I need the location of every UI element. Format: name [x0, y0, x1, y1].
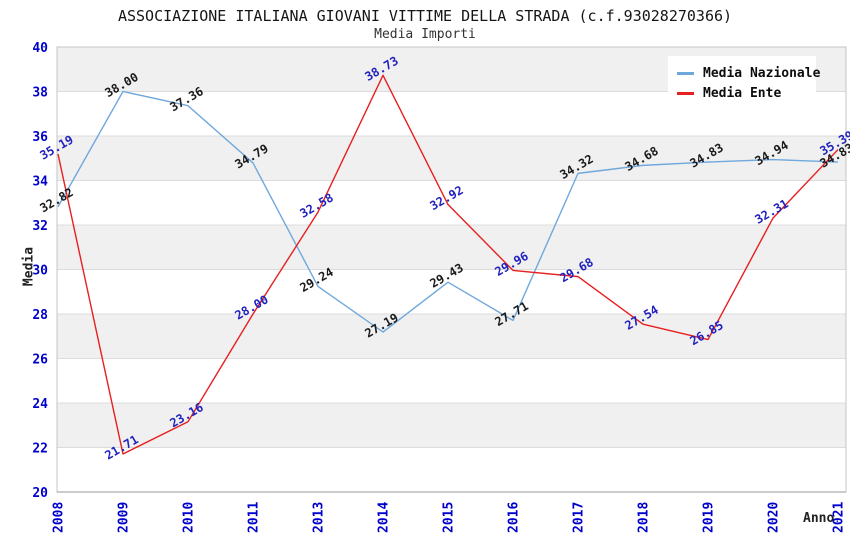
line-swatch-icon — [677, 91, 694, 95]
y-tick-label: 40 — [32, 41, 48, 56]
legend-label: Media Ente — [703, 85, 782, 101]
x-tick-label: 2020 — [767, 502, 782, 533]
y-tick-label: 32 — [32, 219, 48, 234]
x-tick-label: 2010 — [182, 502, 197, 533]
y-tick-label: 38 — [32, 86, 48, 101]
line-swatch-icon — [677, 71, 694, 75]
x-tick-label: 2018 — [637, 502, 652, 533]
x-tick-label: 2019 — [702, 502, 717, 533]
x-tick-label: 2014 — [377, 502, 392, 533]
legend-label: Media Nazionale — [703, 65, 821, 81]
y-tick-label: 22 — [32, 442, 48, 457]
y-tick-label: 30 — [32, 264, 48, 279]
series-line-media-ente — [57, 74, 839, 455]
x-axis-title: Anno — [803, 511, 835, 526]
y-tick-label: 36 — [32, 130, 48, 145]
x-tick-label: 2011 — [247, 502, 262, 533]
x-tick-label: 2008 — [52, 502, 67, 533]
series-line-media-nazionale — [57, 90, 839, 333]
plot-band — [57, 403, 846, 448]
x-tick-label: 2021 — [832, 502, 847, 533]
y-tick-label: 34 — [32, 175, 48, 190]
x-tick-label: 2015 — [442, 502, 457, 533]
y-tick-label: 20 — [32, 486, 48, 501]
legend: Media Nazionale Media Ente — [668, 56, 820, 110]
plot-band — [57, 136, 846, 181]
y-tick-label: 28 — [32, 308, 48, 323]
y-tick-label: 24 — [32, 397, 48, 412]
x-tick-label: 2016 — [507, 502, 522, 533]
data-point-label: 32.31 — [753, 197, 791, 227]
plot-band — [57, 225, 846, 270]
x-tick-label: 2017 — [572, 502, 587, 533]
legend-item-media-ente: Media Ente — [677, 83, 807, 103]
y-axis-title: Media — [21, 246, 37, 287]
chart-title: ASSOCIAZIONE ITALIANA GIOVANI VITTIME DE… — [117, 7, 733, 25]
legend-item-media-nazionale: Media Nazionale — [677, 63, 820, 83]
plot-band — [57, 314, 846, 359]
chart-subtitle: Media Importi — [374, 27, 476, 42]
x-tick-label: 2009 — [117, 502, 132, 533]
data-point-label: 32.58 — [298, 191, 336, 221]
x-tick-label: 2013 — [312, 502, 327, 533]
data-point-label: 32.92 — [428, 183, 466, 213]
y-tick-label: 26 — [32, 353, 48, 368]
